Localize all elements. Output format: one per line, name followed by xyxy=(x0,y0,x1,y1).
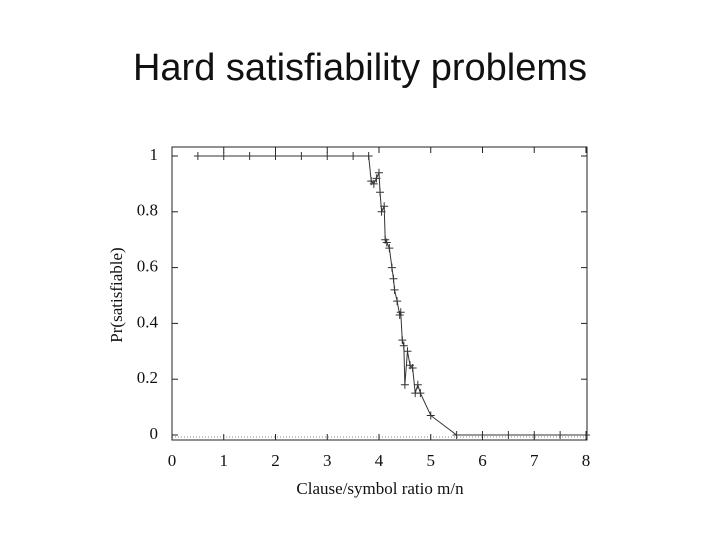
point-marker xyxy=(398,336,407,345)
point-marker xyxy=(504,431,513,439)
y-tick-label: 0.2 xyxy=(137,368,158,387)
x-tick-label: 0 xyxy=(168,451,177,470)
x-axis-label: Clause/symbol ratio m/n xyxy=(296,479,464,498)
point-marker xyxy=(380,202,389,211)
point-marker xyxy=(403,347,412,356)
point-marker xyxy=(408,364,417,373)
slide-title: Hard satisfiability problems xyxy=(133,47,587,89)
x-tick-label: 5 xyxy=(427,451,436,470)
x-tick-label: 6 xyxy=(478,451,487,470)
point-marker xyxy=(193,152,202,160)
point-marker xyxy=(416,389,425,398)
point-marker xyxy=(364,152,373,160)
y-tick-label: 0.6 xyxy=(137,257,158,276)
x-tick-label: 3 xyxy=(323,451,332,470)
y-tick-label: 0 xyxy=(150,424,159,443)
point-marker xyxy=(376,188,385,197)
point-marker xyxy=(426,411,435,420)
point-marker xyxy=(377,207,386,216)
point-marker xyxy=(389,274,398,283)
point-marker xyxy=(323,152,332,160)
x-tick-label: 8 xyxy=(582,451,591,470)
point-marker xyxy=(297,152,306,160)
point-marker xyxy=(372,174,381,183)
point-marker xyxy=(400,380,409,389)
y-tick-label: 1 xyxy=(150,145,159,164)
y-axis-label: Pr(satisfiable) xyxy=(107,247,126,342)
point-marker xyxy=(369,179,378,188)
point-marker xyxy=(582,431,590,439)
y-tick-label: 0.8 xyxy=(137,201,158,220)
y-tick-label: 0.4 xyxy=(137,312,159,331)
x-tick-label: 4 xyxy=(375,451,384,470)
point-marker xyxy=(387,263,396,272)
point-marker xyxy=(375,168,383,177)
point-marker xyxy=(271,152,280,160)
point-marker xyxy=(399,341,408,350)
point-marker xyxy=(530,431,539,439)
point-marker xyxy=(349,152,358,160)
x-tick-label: 2 xyxy=(271,451,280,470)
point-marker xyxy=(452,431,461,439)
series-line xyxy=(197,155,586,436)
point-marker xyxy=(385,244,394,253)
point-marker xyxy=(396,308,405,317)
x-tick-label: 1 xyxy=(220,451,229,470)
point-marker xyxy=(219,152,228,160)
x-tick-label: 7 xyxy=(530,451,539,470)
point-marker xyxy=(390,285,399,294)
point-marker xyxy=(393,297,402,306)
point-marker xyxy=(382,238,391,247)
point-marker xyxy=(413,380,422,389)
point-marker xyxy=(245,152,254,160)
point-marker xyxy=(556,431,565,439)
point-marker xyxy=(478,431,487,439)
